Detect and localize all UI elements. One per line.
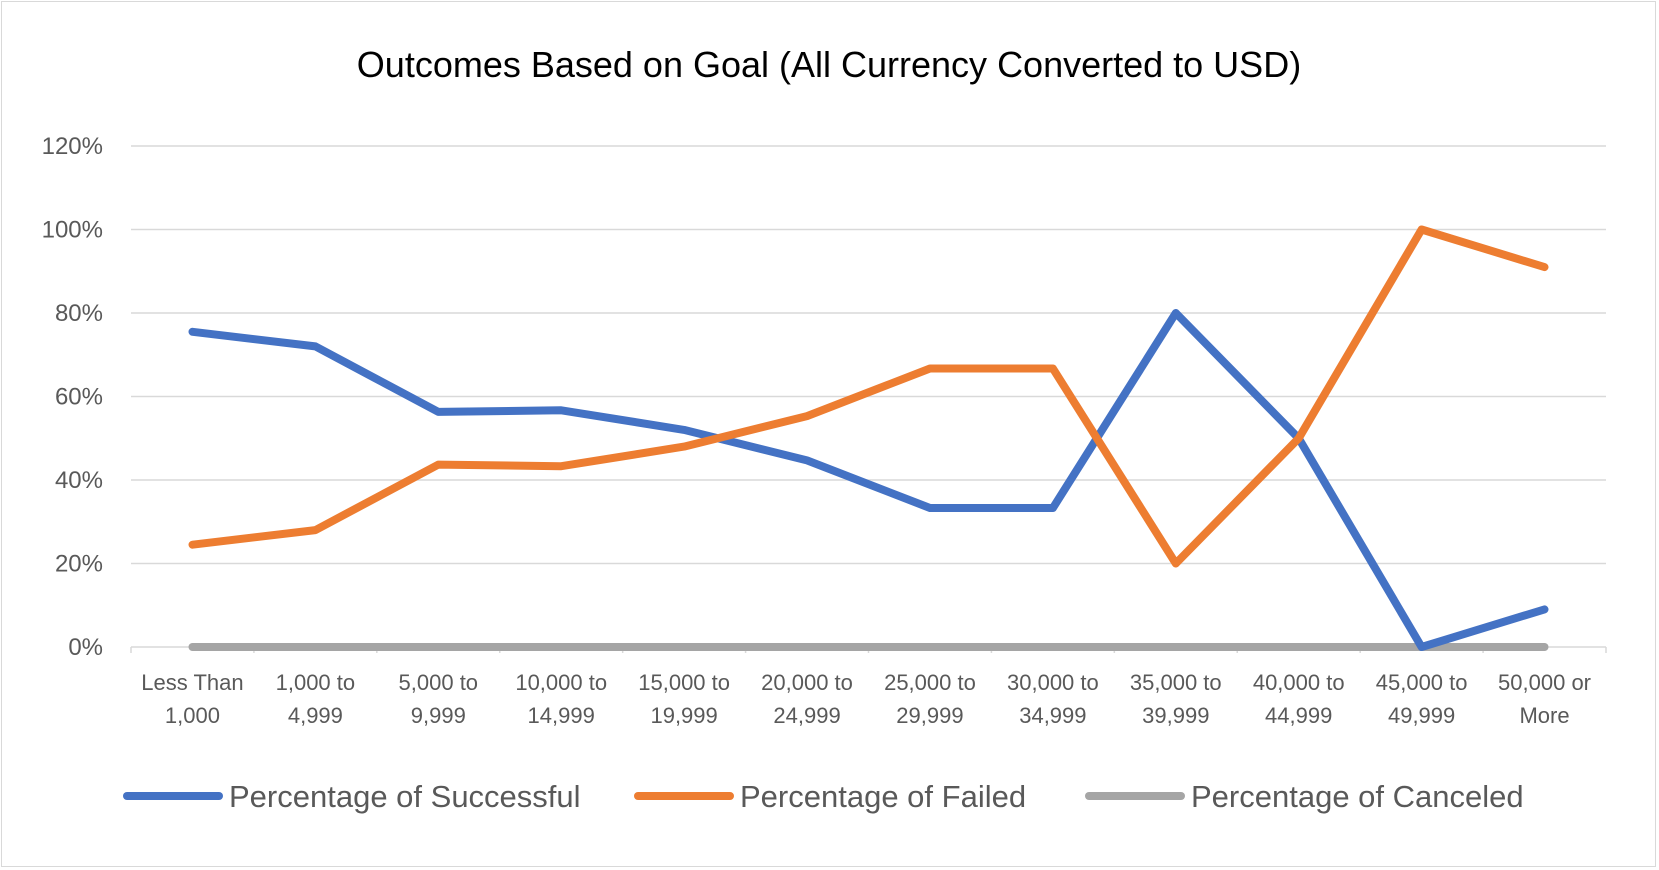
x-category-label-line: 9,999 — [411, 703, 466, 728]
y-tick-label: 120% — [42, 133, 103, 160]
y-tick-label: 100% — [42, 217, 103, 244]
series-line-1 — [188, 309, 1549, 651]
x-category-label: 45,000 to 49,999 — [1376, 670, 1468, 728]
x-category-label: 30,000 to 34,999 — [1007, 670, 1099, 728]
x-category-label: Less Than 1,000 — [141, 670, 243, 728]
legend-label: Percentage of Failed — [740, 779, 1026, 814]
x-category-label-line: 34,999 — [1019, 703, 1086, 728]
x-category-label-line: 44,999 — [1265, 703, 1332, 728]
legend-item: Percentage of Canceled — [1085, 779, 1524, 814]
x-axis-category-labels: Less Than 1,000 1,000 to 4,999 5,000 to 9,999… — [141, 670, 1591, 728]
y-tick-label: 0% — [68, 634, 103, 661]
x-category-label-line: 24,999 — [773, 703, 840, 728]
x-category-label-line: 50,000 or — [1498, 670, 1591, 695]
series-lines — [188, 225, 1549, 651]
legend-label: Percentage of Successful — [229, 779, 581, 814]
x-category-label-line: Less Than — [141, 670, 243, 695]
x-category-label-line: 4,999 — [288, 703, 343, 728]
x-category-label-line: 49,999 — [1388, 703, 1455, 728]
x-category-label-line: 1,000 — [165, 703, 220, 728]
x-category-label: 50,000 or More — [1498, 670, 1591, 728]
legend-item: Percentage of Successful — [123, 779, 581, 814]
chart-title: Outcomes Based on Goal (All Currency Con… — [357, 44, 1301, 85]
x-category-label-line: 20,000 to — [761, 670, 853, 695]
x-category-label-line: More — [1519, 703, 1569, 728]
gridlines — [131, 145, 1606, 565]
series-line-2 — [188, 225, 1549, 568]
x-category-label-line: 19,999 — [650, 703, 717, 728]
legend-item: Percentage of Failed — [634, 779, 1026, 814]
x-category-label: 15,000 to 19,999 — [638, 670, 730, 728]
y-tick-label: 60% — [55, 384, 103, 411]
x-category-label-line: 40,000 to — [1253, 670, 1345, 695]
x-category-label-line: 1,000 to — [276, 670, 356, 695]
x-category-label-line: 30,000 to — [1007, 670, 1099, 695]
x-category-label: 20,000 to 24,999 — [761, 670, 853, 728]
legend-label: Percentage of Canceled — [1191, 779, 1524, 814]
x-category-label-line: 29,999 — [896, 703, 963, 728]
x-category-label-line: 39,999 — [1142, 703, 1209, 728]
y-axis-tick-labels: 0% 20% 40% 60% 80% 100% 120% — [42, 133, 103, 661]
x-category-label-line: 5,000 to — [399, 670, 479, 695]
y-tick-label: 40% — [55, 467, 103, 494]
legend: Percentage of Successful Percentage of Fa… — [123, 779, 1524, 814]
y-tick-label: 20% — [55, 551, 103, 578]
y-tick-label: 80% — [55, 300, 103, 327]
x-category-label-line: 15,000 to — [638, 670, 730, 695]
x-category-label: 40,000 to 44,999 — [1253, 670, 1345, 728]
x-category-label: 1,000 to 4,999 — [276, 670, 356, 728]
x-category-label-line: 45,000 to — [1376, 670, 1468, 695]
x-category-label: 10,000 to 14,999 — [515, 670, 607, 728]
x-category-label: 5,000 to 9,999 — [399, 670, 479, 728]
x-category-label: 35,000 to 39,999 — [1130, 670, 1222, 728]
x-category-label-line: 25,000 to — [884, 670, 976, 695]
x-category-label: 25,000 to 29,999 — [884, 670, 976, 728]
x-category-label-line: 10,000 to — [515, 670, 607, 695]
x-category-label-line: 35,000 to — [1130, 670, 1222, 695]
x-category-label-line: 14,999 — [528, 703, 595, 728]
